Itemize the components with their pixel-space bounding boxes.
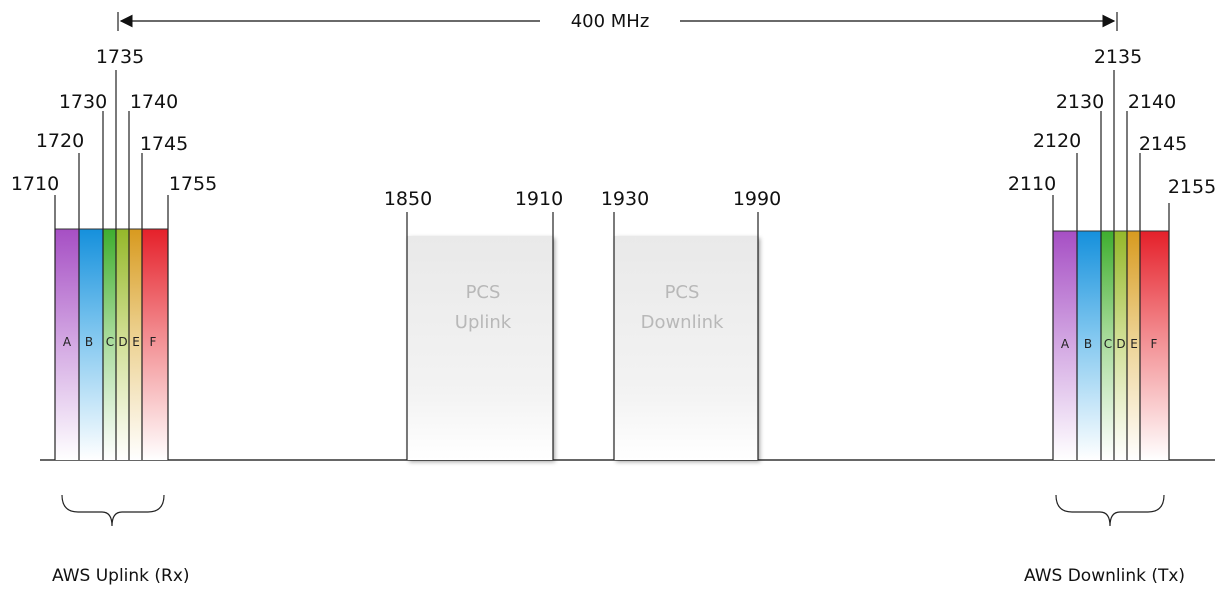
aws-downlink-caption: AWS Downlink (Tx) xyxy=(1024,566,1185,586)
span-label: 400 MHz xyxy=(571,11,650,32)
aws-uplink-brace xyxy=(61,494,165,527)
edge-label: 1755 xyxy=(169,173,217,195)
band-block-d xyxy=(116,229,129,460)
pcs-uplink-block: 1850 1910 PCS Uplink xyxy=(384,188,563,460)
band-block-e xyxy=(1127,231,1140,460)
edge-label: 2135 xyxy=(1094,46,1142,68)
aws-uplink-block-letters: A B C D E F xyxy=(63,335,157,349)
pcs-uplink-start: 1850 xyxy=(384,188,432,210)
block-letter: F xyxy=(1151,337,1158,351)
edge-label: 1730 xyxy=(59,91,107,113)
pcs-uplink-rect xyxy=(407,236,553,460)
pcs-uplink-label-line2: Uplink xyxy=(455,312,512,333)
band-block-d xyxy=(1114,231,1127,460)
aws-downlink-frequency-labels: 2110 2120 2130 2135 2140 2145 2155 xyxy=(1008,46,1216,198)
edge-label: 1745 xyxy=(140,133,188,155)
block-letter: E xyxy=(1130,337,1138,351)
band-block-b xyxy=(1077,231,1101,460)
aws-downlink-block-letters: A B C D E F xyxy=(1061,337,1158,351)
block-letter: A xyxy=(63,335,72,349)
span-indicator: 400 MHz xyxy=(117,11,1118,32)
pcs-uplink-end: 1910 xyxy=(515,188,563,210)
aws-uplink-bands xyxy=(55,228,168,460)
band-block-a xyxy=(1053,231,1077,460)
band-block-f xyxy=(1140,231,1169,460)
block-letter: C xyxy=(106,335,114,349)
pcs-downlink-start: 1930 xyxy=(601,188,649,210)
aws-downlink-edge-lines xyxy=(1052,70,1170,460)
block-letter: B xyxy=(85,335,93,349)
pcs-downlink-label-line2: Downlink xyxy=(641,312,724,333)
edge-label: 2130 xyxy=(1056,91,1104,113)
pcs-downlink-end: 1990 xyxy=(733,188,781,210)
aws-downlink-bands xyxy=(1053,230,1169,460)
edge-label: 2145 xyxy=(1139,133,1187,155)
band-block-f xyxy=(142,229,168,460)
edge-label: 2120 xyxy=(1033,130,1081,152)
edge-label: 1720 xyxy=(36,130,84,152)
aws-uplink-frequency-labels: 1710 1720 1730 1735 1740 1745 1755 xyxy=(11,46,217,195)
edge-label: 2155 xyxy=(1168,176,1216,198)
block-letter: A xyxy=(1061,337,1070,351)
pcs-downlink-rect xyxy=(614,236,758,460)
block-letter: E xyxy=(132,335,140,349)
block-letter: D xyxy=(118,335,127,349)
block-letter: C xyxy=(1104,337,1112,351)
aws-uplink-caption: AWS Uplink (Rx) xyxy=(52,566,190,586)
band-block-c xyxy=(1101,231,1114,460)
pcs-downlink-block: 1930 1990 PCS Downlink xyxy=(601,188,781,460)
block-letter: F xyxy=(150,335,157,349)
aws-uplink-edge-lines xyxy=(54,70,169,460)
band-block-e xyxy=(129,229,142,460)
aws-downlink-brace xyxy=(1055,494,1165,527)
band-block-b xyxy=(79,229,103,460)
edge-label: 1710 xyxy=(11,173,59,195)
band-block-a xyxy=(55,229,79,460)
block-letter: B xyxy=(1084,337,1092,351)
edge-label: 1735 xyxy=(96,46,144,68)
band-block-c xyxy=(103,229,116,460)
edge-label: 2140 xyxy=(1128,91,1176,113)
pcs-downlink-label-line1: PCS xyxy=(665,282,700,303)
block-letter: D xyxy=(1116,337,1125,351)
pcs-uplink-label-line1: PCS xyxy=(466,282,501,303)
edge-label: 1740 xyxy=(130,91,178,113)
edge-label: 2110 xyxy=(1008,173,1056,195)
